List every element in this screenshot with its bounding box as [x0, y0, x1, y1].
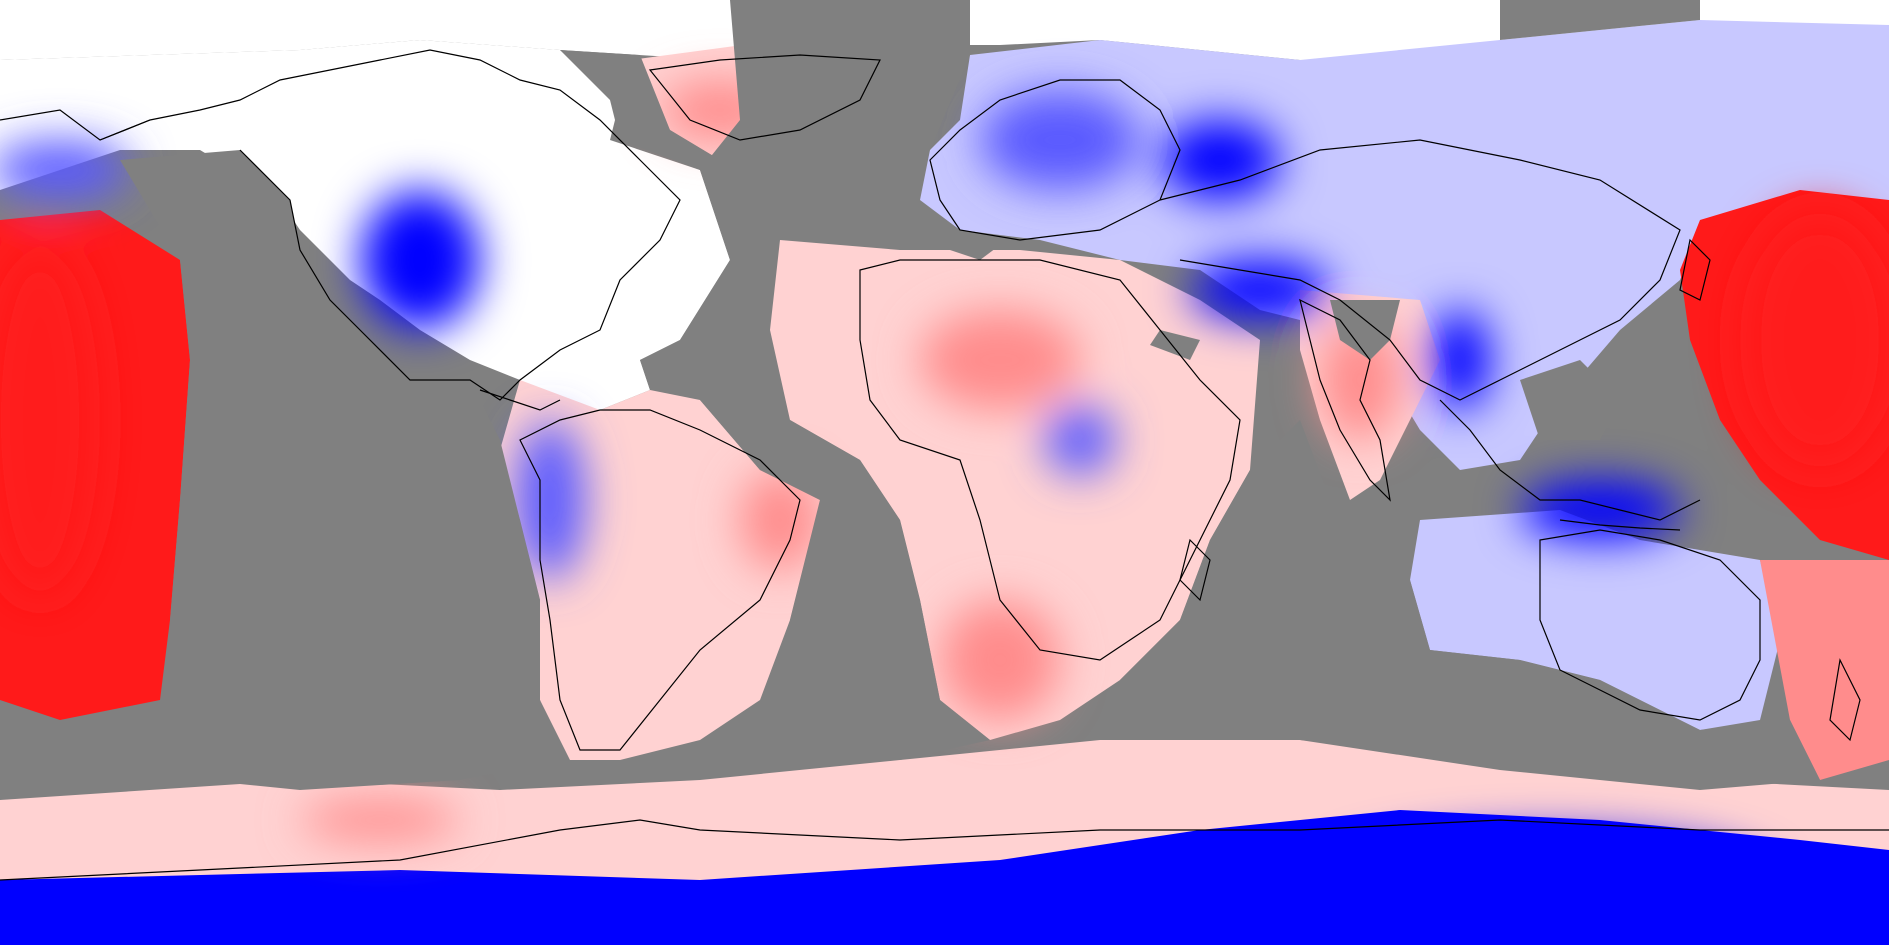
north-america-field	[0, 40, 730, 420]
mask-red-sea	[1150, 330, 1200, 360]
cold-alaska	[0, 140, 130, 200]
coastline-south-america	[519, 409, 801, 751]
cold-himalaya	[1190, 260, 1330, 320]
coastline-japan	[1679, 238, 1711, 301]
mask-west-pacific-islands	[1520, 360, 1620, 440]
coastline-madagascar	[1179, 538, 1211, 602]
warm-brazil	[740, 470, 820, 570]
australia-field	[1410, 510, 1780, 730]
warm-south-ocean-west	[300, 800, 460, 840]
coastline-antarctica	[0, 819, 1889, 881]
mask-indian-ocean	[1120, 420, 1430, 690]
cold-andes	[515, 420, 585, 580]
hotspot-pacific-east	[1740, 210, 1889, 470]
africa-field	[770, 240, 1260, 740]
coastline-africa	[859, 259, 1241, 661]
cold-antarctic-core	[1330, 835, 1770, 925]
coastline-europe	[929, 79, 1181, 241]
hotspot-pacific-west	[0, 240, 100, 600]
mask-north-pacific	[120, 150, 560, 790]
mask-south-pacific	[1300, 650, 1820, 790]
cold-central-asia	[1160, 120, 1280, 200]
coastline-asia	[1159, 139, 1681, 401]
coastline-australia	[1539, 529, 1761, 721]
warm-sahara	[920, 310, 1080, 410]
cold-indonesia	[1520, 480, 1680, 540]
missing-data-mask	[120, 0, 1820, 790]
coastline-greenland	[648, 54, 881, 141]
eurasia-field	[920, 20, 1889, 470]
mask-south-america-east	[830, 470, 870, 520]
cold-central-africa	[1045, 405, 1115, 475]
coastline-india	[1299, 298, 1391, 502]
coastline-caribbean	[479, 389, 561, 411]
mask-mediterranean	[950, 230, 1000, 260]
coastline-new-zealand	[1829, 658, 1861, 742]
coastline-alaska	[0, 109, 151, 141]
new-zealand-positive	[1760, 560, 1889, 780]
mask-arctic-east	[1500, 0, 1700, 40]
cold-scandinavia	[980, 90, 1140, 190]
coastlines	[0, 49, 1889, 881]
mask-greenland-sea	[560, 50, 720, 170]
cold-north-america	[360, 190, 480, 330]
mask-bay-of-bengal	[1330, 300, 1400, 360]
cold-indochina	[1430, 310, 1490, 410]
warm-southern-africa	[940, 600, 1060, 720]
coastline-southeast-asia	[1439, 399, 1701, 521]
coastline-indonesia	[1559, 519, 1681, 531]
mask-north-atlantic	[640, 0, 970, 390]
mask-south-atlantic	[700, 400, 990, 760]
coastline-north-america	[99, 49, 681, 401]
